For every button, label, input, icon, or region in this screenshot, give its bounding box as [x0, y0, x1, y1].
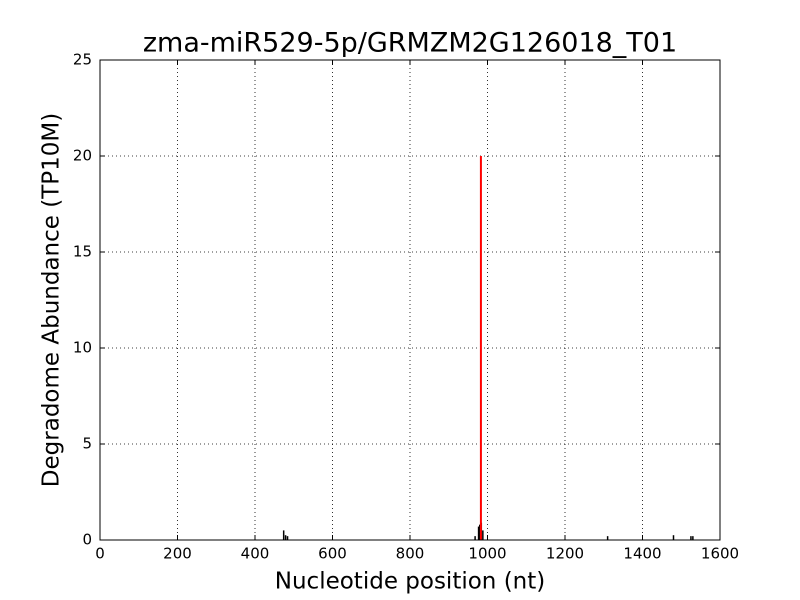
x-tick-label: 200	[163, 545, 192, 563]
x-tick-label: 1000	[468, 545, 506, 563]
x-tick-label: 1200	[546, 545, 584, 563]
y-tick-label: 15	[73, 243, 92, 261]
chart-title: zma-miR529-5p/GRMZM2G126018_T01	[143, 28, 677, 59]
x-tick-label: 600	[318, 545, 347, 563]
plot-frame	[99, 59, 721, 541]
y-axis-label: Degradome Abundance (TP10M)	[39, 113, 65, 487]
x-tick-label: 0	[95, 545, 105, 563]
x-tick-label: 1600	[701, 545, 739, 563]
y-tick-label: 25	[73, 51, 92, 69]
y-tick-label: 20	[73, 147, 92, 165]
x-tick-label: 400	[241, 545, 270, 563]
x-axis-label: Nucleotide position (nt)	[275, 569, 545, 595]
x-tick-label: 800	[396, 545, 425, 563]
x-tick-label: 1400	[623, 545, 661, 563]
y-tick-label: 0	[82, 531, 92, 549]
y-tick-label: 5	[82, 435, 92, 453]
y-tick-label: 10	[73, 339, 92, 357]
